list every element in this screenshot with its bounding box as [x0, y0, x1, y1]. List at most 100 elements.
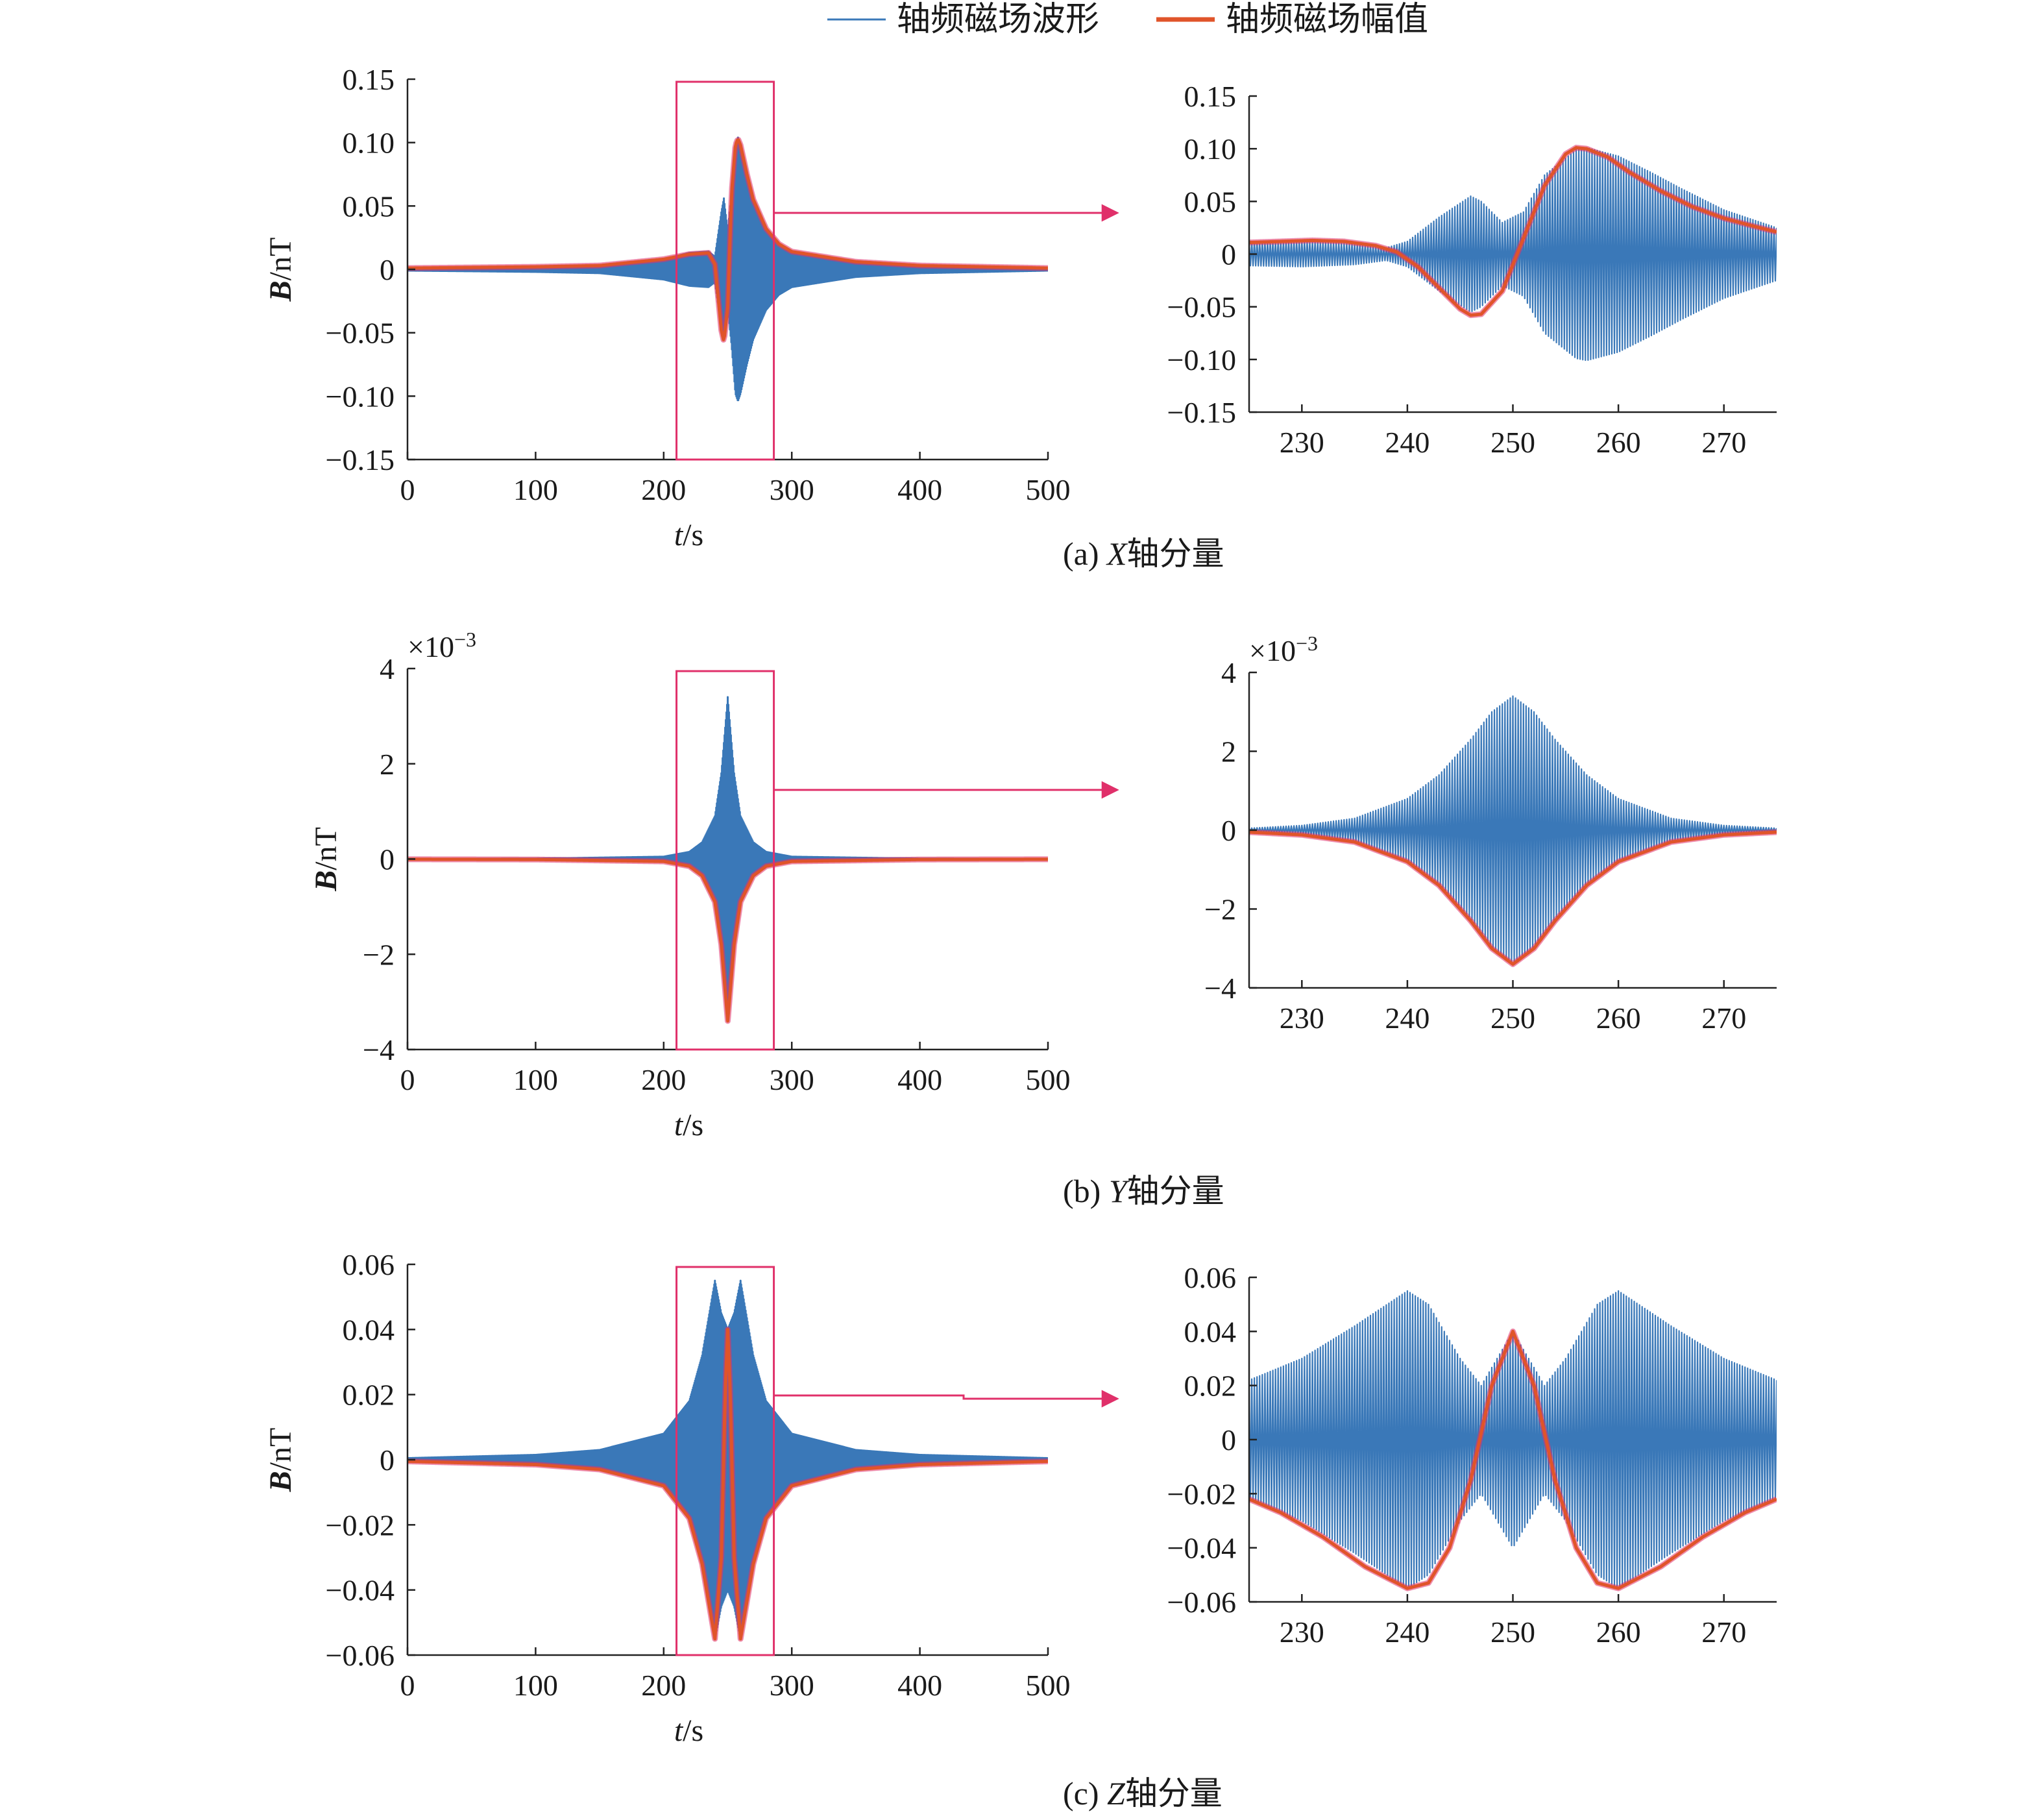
y-axis-title: B/nT	[263, 1428, 298, 1493]
plot-area	[1249, 695, 1777, 968]
y-tick-label: 0.15	[343, 63, 395, 96]
y-tick-label: 0	[380, 843, 395, 876]
x-tick-label: 240	[1385, 1615, 1430, 1649]
legend-waveform-label: 轴频磁场波形	[897, 1, 1099, 38]
amplitude-series-line	[1249, 1329, 1777, 1590]
x-tick-label: 230	[1280, 1615, 1324, 1649]
amplitude-series-halo	[1249, 829, 1777, 968]
plot-area	[408, 136, 1048, 402]
x-tick-label: 100	[513, 1669, 558, 1702]
x-tick-label: 240	[1385, 1001, 1430, 1035]
panel-y-full: 0 100 200 300 400 500 −4 −2 0 2 4 ×10−3 t/s B/nT	[309, 628, 1071, 1142]
x-tick-label: 400	[897, 1669, 942, 1702]
x-tick-label: 0	[400, 1063, 415, 1096]
y-tick-label: 0	[1221, 238, 1236, 271]
y-tick-label: −0.10	[1167, 343, 1236, 376]
caption-c: (c) Z轴分量	[1063, 1775, 1223, 1812]
y-tick-label: −4	[1204, 972, 1236, 1005]
x-tick-label: 240	[1385, 426, 1430, 459]
y-tick-label: 2	[1221, 735, 1236, 768]
x-tick-label: 500	[1026, 473, 1071, 506]
panel-z-zoom: 230 240 250 260 270 −0.06 −0.04 −0.02 0 0.02 0.04 0…	[1167, 1261, 1777, 1649]
y-tick-label: −0.06	[326, 1639, 395, 1672]
y-tick-label: −0.04	[326, 1574, 395, 1607]
y-tick-label: −0.15	[326, 443, 395, 476]
x-tick-label: 400	[897, 473, 942, 506]
panel-x-full: 0 100 200 300 400 500 −0.15 −0.10 −0.05 0 0.05 0.10…	[263, 63, 1071, 552]
y-scale-factor: ×10−3	[408, 628, 476, 663]
x-tick-label: 200	[641, 473, 686, 506]
zoom-region-box	[675, 1266, 775, 1656]
y-tick-label: −4	[363, 1033, 395, 1066]
x-tick-label: 270	[1701, 426, 1746, 459]
y-tick-label: −0.02	[1167, 1477, 1236, 1510]
x-tick-label: 0	[400, 473, 415, 506]
amplitude-series-line	[408, 857, 1048, 1023]
amplitude-series-line	[1249, 146, 1777, 317]
caption-a: (a) X轴分量	[1063, 535, 1224, 572]
plot-area	[408, 696, 1048, 1024]
legend: 轴频磁场波形 轴频磁场幅值	[827, 1, 1428, 38]
waveform-series-line	[1249, 695, 1777, 964]
x-axis-title: t/s	[674, 1714, 703, 1748]
y-tick-label: −0.05	[326, 317, 395, 350]
y-tick-label: −0.04	[1167, 1532, 1236, 1565]
x-tick-label: 300	[770, 1063, 814, 1096]
zoom-region-box	[675, 670, 775, 1051]
x-tick-label: 260	[1596, 426, 1641, 459]
x-tick-label: 500	[1026, 1063, 1071, 1096]
plot-area	[1249, 1290, 1777, 1591]
panel-z-full: 0 100 200 300 400 500 −0.06 −0.04 −0.02 0 0.02 0.04…	[263, 1248, 1071, 1748]
x-tick-label: 300	[770, 1669, 814, 1702]
y-tick-label: −0.02	[326, 1508, 395, 1542]
y-scale-factor: ×10−3	[1249, 632, 1318, 667]
plot-area	[408, 1279, 1048, 1642]
x-tick-label: 300	[770, 473, 814, 506]
y-tick-label: 0.04	[1184, 1315, 1237, 1348]
x-tick-label: 250	[1490, 1615, 1535, 1649]
x-tick-label: 100	[513, 473, 558, 506]
x-tick-label: 270	[1701, 1001, 1746, 1035]
y-tick-label: 0	[380, 1443, 395, 1477]
y-tick-label: 0.05	[343, 190, 395, 223]
x-tick-label: 200	[641, 1063, 686, 1096]
y-tick-label: 0.15	[1184, 80, 1237, 113]
x-tick-label: 100	[513, 1063, 558, 1096]
panel-y-zoom: 230 240 250 260 270 −4 −2 0 2 4 ×10−3	[1204, 632, 1777, 1035]
x-tick-label: 500	[1026, 1669, 1071, 1702]
x-tick-label: 0	[400, 1669, 415, 1702]
x-tick-label: 400	[897, 1063, 942, 1096]
y-axis-title: B/nT	[263, 238, 298, 302]
y-tick-label: 4	[380, 652, 395, 685]
zoom-arrow-z	[773, 1390, 1119, 1408]
x-tick-label: 260	[1596, 1615, 1641, 1649]
y-tick-label: 0.10	[1184, 132, 1237, 166]
x-tick-label: 250	[1490, 426, 1535, 459]
y-tick-label: 4	[1221, 656, 1236, 689]
y-tick-label: −0.15	[1167, 396, 1236, 429]
y-tick-label: −0.06	[1167, 1586, 1236, 1619]
zoom-region-box	[675, 80, 775, 461]
amplitude-series-line	[408, 1327, 1048, 1641]
plot-area	[1249, 145, 1777, 362]
y-tick-label: 0	[1221, 814, 1236, 847]
panel-x-zoom: 230 240 250 260 270 −0.15 −0.10 −0.05 0 0.05 0.10 0…	[1167, 80, 1777, 459]
y-tick-label: 0	[1221, 1423, 1236, 1456]
y-tick-label: 0.06	[1184, 1261, 1237, 1294]
y-tick-label: −0.10	[326, 380, 395, 413]
x-tick-label: 260	[1596, 1001, 1641, 1035]
caption-b: (b) Y轴分量	[1063, 1173, 1224, 1209]
y-tick-label: 0.05	[1184, 185, 1237, 218]
y-tick-label: −2	[1204, 893, 1236, 926]
y-tick-label: −0.05	[1167, 291, 1236, 324]
amplitude-series-line	[1249, 830, 1777, 966]
y-tick-label: −2	[363, 938, 395, 971]
x-tick-label: 200	[641, 1669, 686, 1702]
x-tick-label: 250	[1490, 1001, 1535, 1035]
x-tick-label: 270	[1701, 1615, 1746, 1649]
x-axis-title: t/s	[674, 518, 703, 552]
x-tick-label: 230	[1280, 1001, 1324, 1035]
amplitude-series-line	[408, 138, 1048, 341]
y-tick-label: 0	[380, 253, 395, 286]
y-tick-label: 0.04	[343, 1313, 395, 1346]
